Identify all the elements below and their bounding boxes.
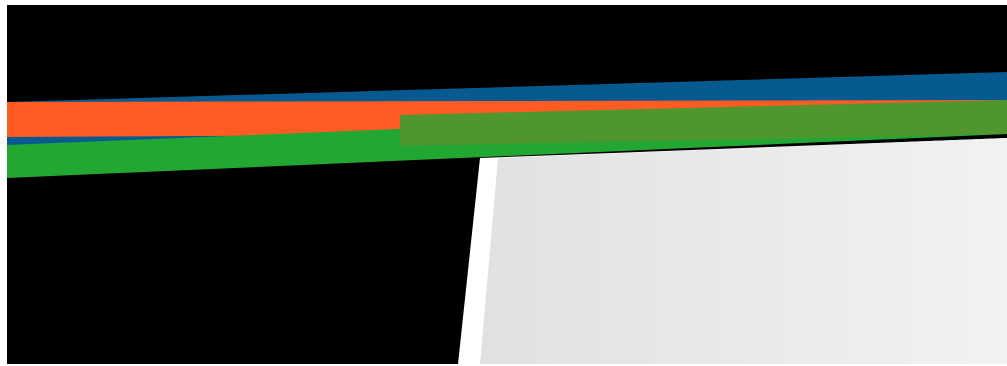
white-panel-surface [480,138,1007,364]
green-stripe-overlap [400,100,1007,146]
